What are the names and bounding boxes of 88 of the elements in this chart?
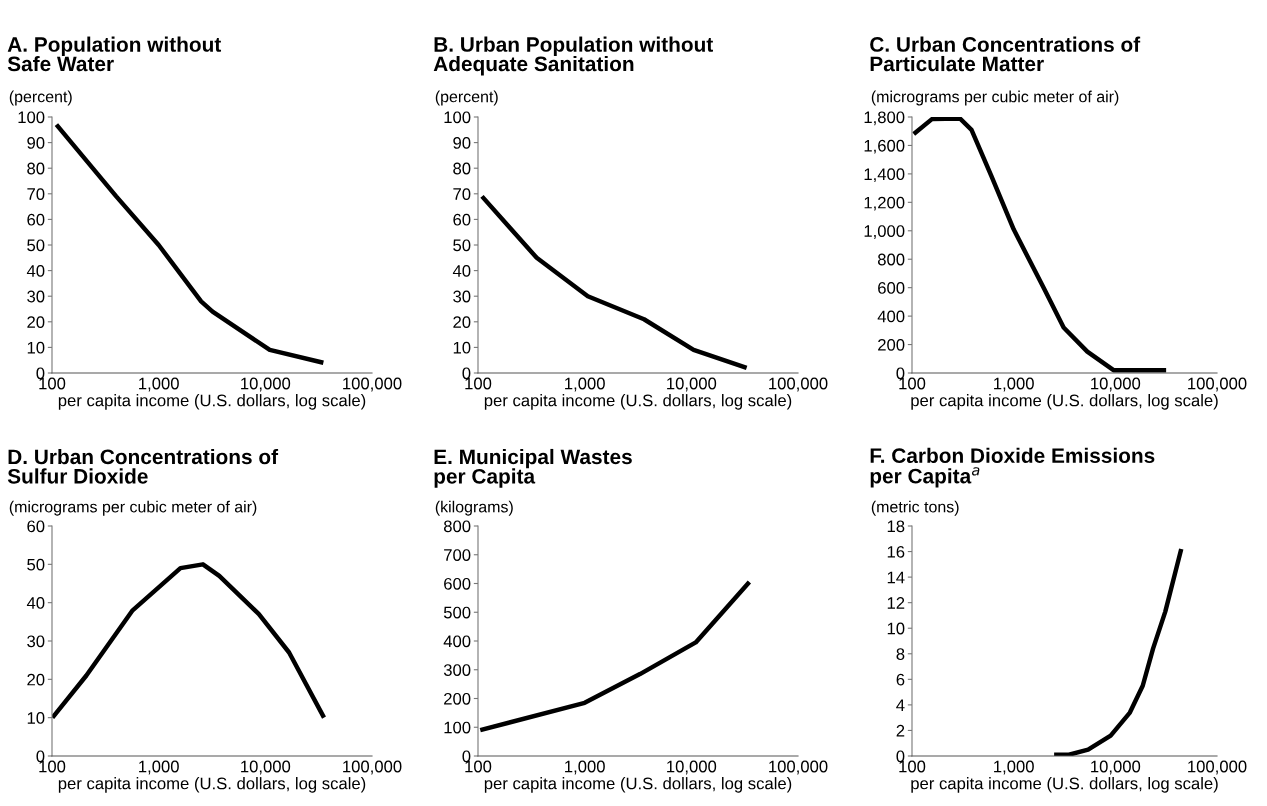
y-tick-label: 600 bbox=[878, 282, 905, 294]
y-tick-label: 1,000 bbox=[864, 225, 905, 239]
y-tick-label: 18 bbox=[887, 520, 905, 533]
x-tick-label: 10,000 bbox=[1091, 377, 1141, 392]
y-tick-label: 1,600 bbox=[864, 139, 905, 154]
x-tick-label: 1,000 bbox=[994, 377, 1034, 392]
y-tick-label: 500 bbox=[443, 606, 471, 619]
y-tick-label: 40 bbox=[452, 265, 471, 277]
y-tick-label: 600 bbox=[444, 577, 471, 590]
y-tick-label: 20 bbox=[27, 316, 45, 328]
x-tick-label: 100,000 bbox=[1188, 760, 1247, 775]
y-tick-label: 70 bbox=[453, 188, 471, 200]
y-tick-label: 60 bbox=[27, 520, 45, 533]
y-axis-title: (kilograms) bbox=[435, 500, 513, 516]
y-tick-label: 100 bbox=[444, 721, 471, 734]
y-tick-label: 14 bbox=[887, 571, 905, 584]
y-tick-label: 70 bbox=[27, 188, 45, 200]
chart-title: F. Carbon Dioxide Emissions per Capita$^{a}$ bbox=[870, 447, 1155, 488]
x-tick-label: 10,000 bbox=[241, 760, 291, 775]
y-tick-label: 300 bbox=[443, 664, 471, 676]
x-tick-label: 100,000 bbox=[1188, 377, 1247, 392]
y-tick-label: 200 bbox=[444, 692, 471, 705]
y-tick-label: 800 bbox=[877, 253, 905, 266]
chart-title: D. Urban Concentrations of Sulfur Dioxide bbox=[7, 448, 279, 484]
y-tick-label: 10 bbox=[453, 341, 471, 354]
x-tick-label: 100,000 bbox=[769, 760, 828, 775]
y-axis-title: (percent) bbox=[9, 90, 72, 106]
y-tick-label: 16 bbox=[887, 545, 905, 558]
y-axis-title: (micrograms per cubic meter of air) bbox=[871, 90, 1119, 106]
y-tick-label: 60 bbox=[453, 213, 471, 226]
x-axis-title: per capita income (U.S. dollars, log scale) bbox=[58, 394, 366, 410]
x-tick-label: 10,000 bbox=[667, 377, 717, 392]
x-axis-title: per capita income (U.S. dollars, log scale) bbox=[911, 394, 1218, 410]
y-tick-label: 400 bbox=[877, 310, 905, 323]
x-tick-label: 100,000 bbox=[769, 377, 828, 392]
x-axis-title: per capita income (U.S. dollars, log scale) bbox=[484, 394, 792, 410]
x-tick-label: 1,000 bbox=[565, 760, 605, 775]
chart-title: A. Population without Safe Water bbox=[7, 36, 222, 72]
y-tick-label: 20 bbox=[27, 673, 45, 686]
y-tick-label: 800 bbox=[443, 520, 471, 533]
y-tick-label: 8 bbox=[896, 648, 905, 660]
y-tick-label: 1,800 bbox=[864, 111, 905, 126]
chart-title: E. Municipal Wastes per Capita bbox=[434, 448, 632, 488]
y-tick-label: 30 bbox=[27, 635, 45, 648]
y-tick-label: 200 bbox=[878, 338, 905, 351]
y-tick-label: 60 bbox=[27, 213, 45, 226]
y-tick-label: 12 bbox=[887, 597, 905, 609]
x-tick-label: 1,000 bbox=[139, 377, 179, 392]
y-tick-label: 50 bbox=[27, 239, 45, 252]
y-tick-label: 100 bbox=[444, 111, 471, 124]
x-tick-label: 10,000 bbox=[667, 760, 717, 775]
y-axis-title: (metric tons) bbox=[871, 500, 959, 516]
x-tick-label: 100,000 bbox=[343, 377, 402, 392]
y-tick-label: 4 bbox=[896, 699, 905, 711]
x-tick-label: 100,000 bbox=[343, 760, 402, 775]
y-tick-label: 30 bbox=[453, 290, 471, 303]
x-axis-title: per capita income (U.S. dollars, log scale) bbox=[484, 777, 792, 793]
x-axis-title: per capita income (U.S. dollars, log scale) bbox=[58, 777, 366, 793]
y-tick-label: 40 bbox=[26, 597, 45, 609]
x-axis-title: per capita income (U.S. dollars, log scale) bbox=[911, 777, 1218, 793]
y-tick-label: 50 bbox=[27, 558, 45, 571]
chart-title: B. Urban Population without Adequate Sanitation bbox=[433, 36, 714, 76]
y-tick-label: 6 bbox=[896, 673, 905, 686]
y-tick-label: 10 bbox=[887, 622, 905, 635]
y-tick-label: 80 bbox=[27, 162, 45, 175]
y-tick-label: 90 bbox=[27, 137, 45, 149]
y-tick-label: 30 bbox=[27, 290, 45, 303]
y-tick-label: 50 bbox=[453, 239, 471, 252]
x-tick-label: 1,000 bbox=[139, 760, 179, 775]
y-tick-label: 40 bbox=[26, 265, 45, 277]
y-tick-label: 1,200 bbox=[864, 196, 905, 211]
y-tick-label: 1,400 bbox=[864, 168, 905, 183]
y-tick-label: 10 bbox=[27, 712, 45, 724]
y-axis-title: (percent) bbox=[435, 90, 498, 106]
chart-title: C. Urban Concentrations of Particulate Matter bbox=[870, 36, 1141, 72]
y-tick-label: 700 bbox=[444, 549, 471, 561]
x-tick-label: 10,000 bbox=[241, 377, 291, 392]
y-tick-label: 100 bbox=[18, 111, 45, 124]
y-tick-label: 400 bbox=[443, 635, 471, 648]
y-axis-title: (micrograms per cubic meter of air) bbox=[9, 500, 257, 516]
y-tick-label: 90 bbox=[453, 137, 471, 149]
y-tick-label: 10 bbox=[27, 341, 45, 354]
y-tick-label: 2 bbox=[896, 724, 905, 737]
y-tick-label: 20 bbox=[453, 316, 471, 328]
x-tick-label: 1,000 bbox=[565, 377, 605, 392]
x-tick-label: 10,000 bbox=[1091, 760, 1141, 775]
y-tick-label: 80 bbox=[453, 162, 471, 175]
x-tick-label: 1,000 bbox=[994, 760, 1034, 775]
